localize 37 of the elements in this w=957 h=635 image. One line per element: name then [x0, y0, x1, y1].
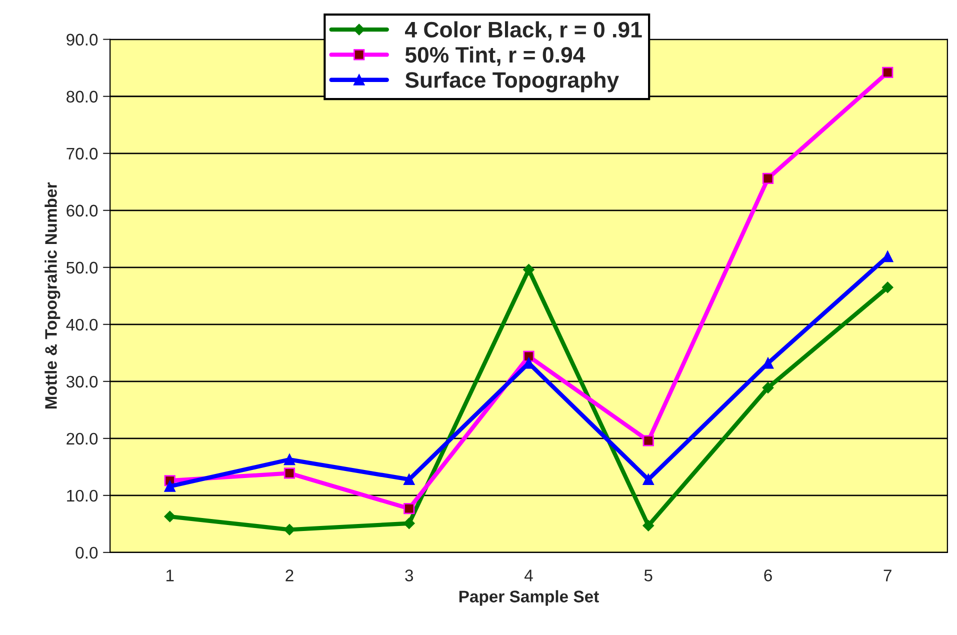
legend-label: Surface Topography [405, 72, 619, 92]
legend-label: 4 Color Black, r = 0 .91 [404, 21, 642, 41]
y-tick-label: 30.0 [66, 376, 98, 388]
x-axis-title: Paper Sample Set [459, 590, 599, 606]
point [642, 474, 654, 486]
y-tick-label: 60.0 [66, 204, 98, 217]
legend-label: 50% Tint, r = 0.94 [405, 46, 586, 66]
x-tick-label: 3 [405, 570, 414, 582]
y-tick-label: 90.0 [66, 34, 98, 46]
point [164, 510, 176, 522]
point [404, 502, 415, 514]
x-tick-label: 6 [764, 570, 772, 582]
point [523, 264, 534, 276]
x-tick-label: 4 [524, 570, 533, 582]
y-tick-label: 0.0 [76, 546, 98, 559]
point [762, 382, 774, 394]
point [404, 518, 415, 529]
point [882, 282, 894, 293]
y-tick-label: 20.0 [66, 432, 98, 445]
y-tick-label: 10.0 [67, 490, 98, 502]
y-tick-label: 40.0 [66, 318, 98, 331]
x-tick-label: 5 [644, 570, 652, 582]
point [164, 480, 176, 492]
point [642, 435, 654, 446]
x-tick-label: 1 [166, 570, 174, 582]
y-tick-label: 70.0 [66, 148, 98, 160]
y-axis-title: Mottle & Topograhic Number [44, 182, 60, 409]
y-tick-label: 50.0 [66, 262, 98, 274]
x-tick-label: 7 [884, 570, 892, 582]
point [284, 454, 296, 466]
point [882, 66, 894, 78]
point [642, 520, 654, 532]
point [762, 172, 774, 184]
point [284, 468, 296, 479]
y-tick-label: 80.0 [66, 90, 98, 103]
x-tick-label: 2 [286, 570, 294, 582]
point [404, 474, 415, 486]
